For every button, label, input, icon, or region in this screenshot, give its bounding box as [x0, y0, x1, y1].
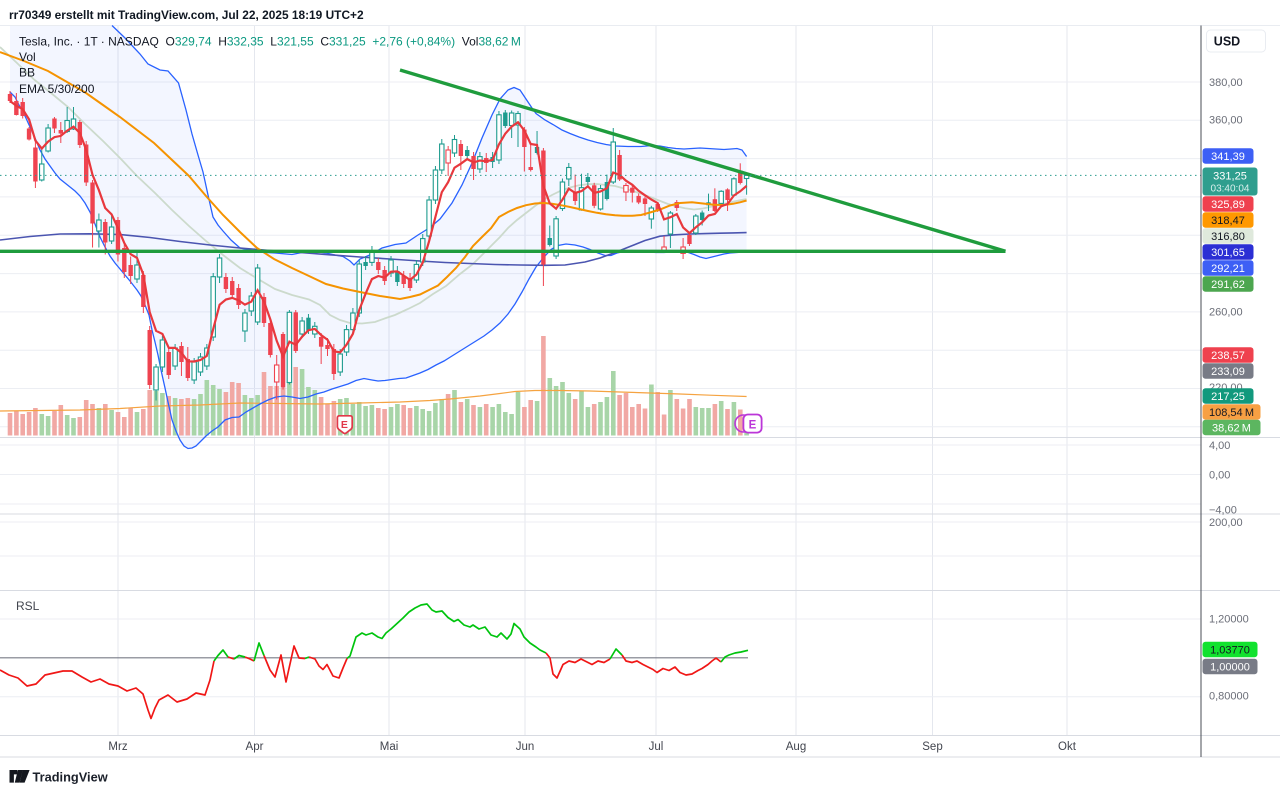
svg-text:TradingView: TradingView — [33, 770, 108, 785]
svg-text:360,00: 360,00 — [1209, 114, 1243, 126]
svg-text:USD: USD — [1214, 35, 1240, 49]
svg-text:Okt: Okt — [1058, 741, 1077, 753]
svg-text:0,80000: 0,80000 — [1209, 691, 1249, 703]
svg-text:108,54 M: 108,54 M — [1209, 407, 1254, 419]
svg-text:Vol: Vol — [19, 50, 36, 64]
svg-text:380,00: 380,00 — [1209, 77, 1243, 89]
svg-text:Sep: Sep — [922, 741, 942, 753]
svg-text:200,00: 200,00 — [1209, 517, 1243, 529]
svg-text:325,89: 325,89 — [1211, 199, 1245, 211]
svg-text:Apr: Apr — [246, 741, 264, 753]
svg-text:EMA 5/30/200: EMA 5/30/200 — [19, 82, 95, 96]
svg-text:Mrz: Mrz — [108, 741, 127, 753]
svg-text:316,80: 316,80 — [1211, 231, 1245, 243]
svg-text:Tesla, Inc. · 1T · NASDAQ O32: Tesla, Inc. · 1T · NASDAQ O329,74 H332,3… — [19, 35, 521, 49]
svg-text:Mai: Mai — [380, 741, 399, 753]
svg-text:rr70349 erstellt mit TradingVi: rr70349 erstellt mit TradingView.com, Ju… — [9, 8, 364, 22]
svg-text:E: E — [341, 419, 348, 431]
svg-text:301,65: 301,65 — [1211, 247, 1245, 259]
svg-text:238,57: 238,57 — [1211, 350, 1245, 362]
svg-text:Jul: Jul — [649, 741, 664, 753]
svg-text:E: E — [749, 419, 757, 431]
svg-text:318,47: 318,47 — [1211, 215, 1245, 227]
svg-text:341,39: 341,39 — [1211, 151, 1245, 163]
svg-text:233,09: 233,09 — [1211, 366, 1245, 378]
svg-text:292,21: 292,21 — [1211, 263, 1245, 275]
svg-text:1,20000: 1,20000 — [1209, 613, 1249, 625]
svg-text:−4,00: −4,00 — [1209, 504, 1237, 516]
svg-text:217,25: 217,25 — [1211, 391, 1245, 403]
svg-text:1,03770: 1,03770 — [1210, 644, 1250, 656]
svg-text:Aug: Aug — [786, 741, 806, 753]
svg-text:260,00: 260,00 — [1209, 306, 1243, 318]
svg-text:38,62 M: 38,62 M — [1212, 422, 1251, 434]
svg-text:1,00000: 1,00000 — [1210, 661, 1250, 673]
svg-text:RSL: RSL — [16, 599, 40, 613]
svg-text:BB: BB — [19, 66, 35, 80]
svg-text:331,25: 331,25 — [1213, 171, 1247, 183]
svg-text:0,00: 0,00 — [1209, 469, 1230, 481]
svg-text:4,00: 4,00 — [1209, 440, 1230, 452]
svg-text:Jun: Jun — [516, 741, 535, 753]
svg-text:291,62: 291,62 — [1211, 279, 1245, 291]
svg-text:03:40:04: 03:40:04 — [1211, 184, 1250, 195]
